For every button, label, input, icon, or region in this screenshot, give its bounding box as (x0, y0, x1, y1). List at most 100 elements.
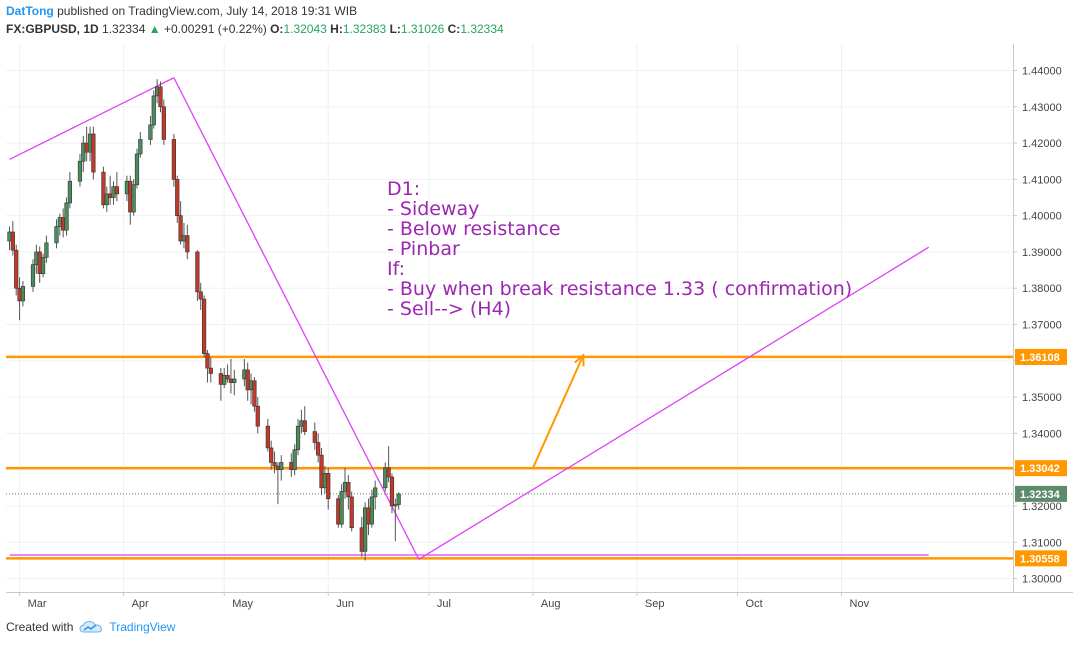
candle-body (161, 106, 166, 140)
candle-body (272, 462, 277, 467)
price-tick-label: 1.44000 (1022, 65, 1062, 77)
candle-body (295, 425, 301, 451)
candle-body (40, 257, 46, 275)
candle-body (91, 133, 96, 173)
tradingview-brand-link[interactable]: TradingView (109, 620, 176, 634)
price-tick-label: 1.37000 (1022, 320, 1062, 332)
candle-body (198, 291, 203, 300)
candle-body (101, 171, 106, 206)
candle-body (201, 298, 207, 354)
annotation-line: - Sell--> (H4) (387, 298, 511, 320)
candle-body (386, 467, 391, 478)
candle-body (30, 264, 36, 287)
time-tick-label: Jul (437, 598, 451, 610)
candle-body (279, 462, 284, 470)
price-tick-label: 1.40000 (1022, 211, 1062, 223)
price-tag-box (1015, 348, 1067, 365)
price-tags: 1.36108 1.33042 1.30558 1.32334 (1015, 348, 1067, 567)
candle-body (316, 442, 321, 456)
ohlc-legend: FX:GBPUSD, 1D 1.32334 ▲ +0.00291 (+0.22%… (6, 22, 504, 36)
candle-body (151, 95, 156, 126)
price-tick-label: 1.34000 (1022, 428, 1062, 440)
candle-body (222, 375, 227, 385)
candle-body (14, 249, 19, 289)
candle-body (383, 467, 388, 489)
time-tick-label: Mar (28, 598, 47, 610)
candle-body (54, 226, 59, 244)
arrow-shaft (531, 354, 585, 469)
breakout-arrow (531, 353, 585, 469)
price-tag-label: 1.30558 (1020, 553, 1060, 565)
candle-body (302, 420, 307, 432)
time-tick-label: Aug (541, 598, 561, 610)
candle-body (252, 380, 257, 407)
price-axis[interactable]: 1.44000 1.43000 1.42000 1.41000 1.40000 1.390… (1013, 65, 1062, 586)
trendlines (9, 77, 930, 560)
annotation-line: D1: (387, 178, 420, 200)
up-arrow-icon: ▲ (148, 22, 161, 36)
candle-body (326, 473, 331, 500)
candle-body (175, 179, 180, 216)
candle-body (225, 375, 230, 380)
candle-body (255, 405, 260, 427)
arrow-head (574, 353, 585, 367)
author-name[interactable]: DatTong (6, 4, 54, 18)
candle-body (67, 180, 72, 204)
candle-body (131, 184, 136, 213)
candle-body (64, 202, 69, 231)
candle-body (346, 482, 351, 498)
price-tag-box (1015, 550, 1067, 567)
trendline (418, 246, 930, 560)
candle-body (339, 491, 344, 525)
price-tick-label: 1.42000 (1022, 138, 1062, 150)
candle-body (138, 139, 143, 155)
time-tick-label: May (232, 598, 253, 610)
candle-body (349, 496, 354, 529)
footer: Created with TradingView (6, 620, 175, 634)
candle-body (104, 193, 109, 206)
low-label: L: (389, 22, 401, 36)
close-value: 1.32334 (460, 22, 504, 36)
time-axis[interactable]: Mar Apr May Jun Jul Aug Sep Oct Nov (19, 592, 870, 610)
tradingview-cloud-icon (79, 620, 103, 633)
price-tag-label: 1.33042 (1020, 463, 1060, 475)
price-tick-label: 1.31000 (1022, 537, 1062, 549)
time-tick-label: Oct (746, 598, 763, 610)
price-tick-label: 1.32000 (1022, 501, 1062, 513)
annotation-line: - Sideway (387, 198, 479, 220)
created-with-text: Created with (6, 620, 74, 634)
price-tag-label: 1.32334 (1020, 489, 1061, 501)
price-tick-label: 1.35000 (1022, 392, 1062, 404)
candle-body (396, 493, 401, 505)
candle-body (20, 286, 26, 302)
candle-body (265, 425, 270, 449)
annotation-line: - Pinbar (387, 238, 460, 260)
candles (7, 79, 401, 561)
candle-body (185, 235, 190, 253)
candle-body (319, 454, 324, 489)
symbol-label: FX:GBPUSD, 1D (6, 22, 99, 36)
candle-body (148, 124, 153, 140)
candle-body (158, 86, 163, 108)
time-tick-label: Nov (850, 598, 870, 610)
candle-body (245, 369, 250, 391)
open-value: 1.32043 (283, 22, 327, 36)
candle-body (134, 153, 140, 186)
price-tag-box (1015, 485, 1067, 502)
candle-body (114, 186, 119, 195)
candle-body (269, 447, 274, 463)
annotation-line: - Below resistance (387, 218, 561, 240)
candle-body (77, 160, 83, 182)
candle-body (389, 476, 395, 507)
published-text: published on TradingView.com, July 14, 2… (57, 4, 358, 18)
price-change: +0.00291 (+0.22%) (164, 22, 267, 36)
analysis-note: D1:- Sideway- Below resistance- PinbarIf… (387, 178, 852, 320)
close-label: C: (447, 22, 461, 36)
time-tick-label: Apr (132, 598, 149, 610)
candle-body (393, 504, 398, 507)
horizontal-levels (6, 355, 1013, 560)
high-value: 1.32383 (342, 22, 387, 36)
candle-body (195, 251, 200, 293)
price-tick-label: 1.39000 (1022, 247, 1062, 259)
